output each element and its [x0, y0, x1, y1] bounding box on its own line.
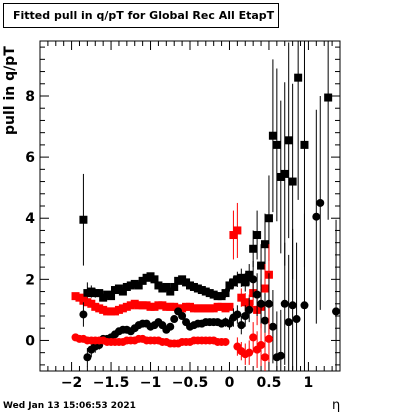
- data-point-square: [170, 282, 179, 291]
- y-tick-label: 0: [25, 333, 35, 349]
- data-point-square: [249, 244, 258, 253]
- data-point-square: [225, 302, 234, 311]
- data-point-square: [268, 131, 277, 140]
- data-point-circle: [237, 321, 246, 330]
- x-tick-label: 0: [225, 375, 235, 391]
- data-point-circle: [257, 341, 266, 350]
- data-point-circle: [253, 290, 262, 299]
- data-point-circle: [249, 333, 258, 342]
- data-point-circle: [83, 353, 92, 362]
- data-point-square: [150, 275, 159, 284]
- x-axis-label: η: [332, 398, 341, 413]
- y-tick-label: 2: [25, 272, 35, 288]
- timestamp: Wed Jan 13 15:06:53 2021: [3, 401, 136, 411]
- data-point-square: [264, 214, 273, 223]
- y-tick-label: 6: [25, 150, 35, 166]
- marks-layer: [71, 41, 341, 371]
- data-point-square: [324, 93, 333, 102]
- y-tick-label: 8: [25, 89, 35, 105]
- data-point-circle: [276, 351, 285, 360]
- data-point-circle: [332, 307, 341, 316]
- data-point-circle: [261, 353, 269, 362]
- data-point-circle: [233, 310, 242, 319]
- data-point-square: [245, 270, 254, 279]
- y-tick-label: 4: [25, 211, 35, 227]
- data-point-square: [107, 292, 116, 301]
- chart-title: Fitted pull in q/pT for Global Rec All E…: [13, 9, 275, 22]
- x-tick-label: −0.5: [172, 375, 209, 391]
- data-point-circle: [79, 310, 88, 319]
- data-point-circle: [178, 312, 187, 320]
- data-point-square: [288, 177, 297, 186]
- y-axis-label: pull in q/pT: [2, 46, 18, 135]
- data-point-square: [257, 261, 266, 270]
- data-point-circle: [225, 319, 234, 328]
- data-point-circle: [268, 322, 277, 331]
- data-point-square: [261, 240, 269, 249]
- data-point-circle: [284, 318, 293, 327]
- data-point-circle: [249, 275, 258, 284]
- data-point-circle: [300, 301, 309, 310]
- data-point-square: [261, 284, 269, 293]
- x-tick-label: 1: [304, 375, 314, 391]
- data-point-square: [237, 273, 246, 282]
- y-axis-label-wrap: pull in q/pT: [2, 40, 22, 135]
- data-point-square: [300, 140, 309, 149]
- x-tick-label: −2: [61, 375, 82, 391]
- data-point-circle: [292, 315, 301, 324]
- data-point-square: [79, 215, 88, 224]
- data-point-square: [253, 231, 262, 240]
- data-point-circle: [288, 301, 297, 310]
- data-point-circle: [245, 305, 254, 314]
- data-point-square: [95, 289, 104, 298]
- data-point-square: [134, 281, 143, 290]
- data-point-circle: [166, 322, 175, 331]
- data-point-circle: [280, 299, 289, 308]
- data-point-square: [241, 278, 250, 287]
- data-point-circle: [264, 299, 273, 308]
- data-point-square: [294, 73, 303, 82]
- data-point-circle: [312, 212, 321, 221]
- data-point-circle: [316, 198, 325, 207]
- data-point-square: [284, 136, 293, 145]
- data-point-circle: [261, 316, 269, 325]
- data-point-square: [118, 287, 127, 296]
- data-point-circle: [170, 315, 179, 324]
- x-tick-label: −1: [140, 375, 161, 391]
- data-point-square: [166, 287, 175, 296]
- data-point-circle: [264, 334, 273, 343]
- data-point-square: [280, 169, 289, 178]
- chart-title-box: Fitted pull in q/pT for Global Rec All E…: [3, 3, 279, 28]
- data-point-circle: [221, 337, 230, 346]
- x-tick-label: 0.5: [257, 375, 282, 391]
- data-point-circle: [241, 312, 250, 320]
- data-point-square: [233, 226, 242, 235]
- data-point-circle: [257, 299, 266, 308]
- data-point-square: [221, 289, 230, 298]
- data-point-square: [229, 231, 238, 240]
- axes-layer: 0 2 4 6 8 −2 −1.5 −1 −0.5 0 0.5 1: [25, 41, 340, 391]
- data-point-square: [162, 282, 171, 291]
- data-point-square: [272, 140, 281, 149]
- data-point-square: [237, 293, 246, 302]
- data-point-circle: [245, 348, 254, 357]
- x-tick-label: −1.5: [93, 375, 130, 391]
